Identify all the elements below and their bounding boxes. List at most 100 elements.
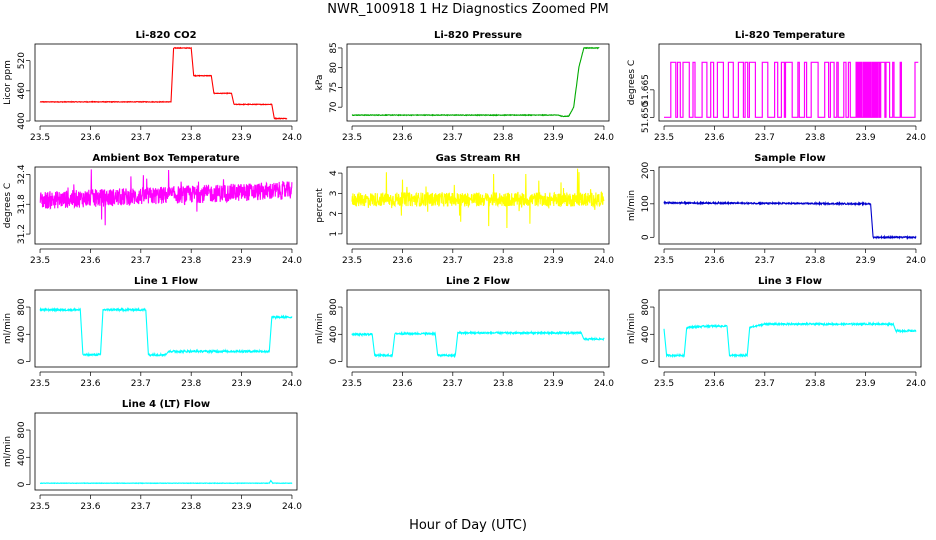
x-tick-label: 24.0 [594,133,614,143]
x-tick-label: 23.9 [856,379,876,389]
plot-frame [346,43,610,122]
series-group [663,200,917,240]
x-tick-label: 23.8 [805,379,825,389]
series-group [39,169,293,226]
y-tick-label: 200 [641,161,651,178]
x-tick-label: 23.6 [704,256,724,266]
chart-title: Li-820 CO2 [135,30,196,41]
x-tick-label: 23.9 [232,502,252,512]
data-series-line [351,168,605,229]
x-tick-label: 23.7 [755,133,775,143]
x-tick-label: 23.9 [232,256,252,266]
x-tick-label: 24.0 [594,256,614,266]
x-tick-label: 23.9 [856,133,876,143]
y-tick-label: 400 [17,112,27,129]
x-tick-label: 23.9 [232,379,252,389]
series-group [39,479,293,485]
chart-panel: Li-820 Pressure 23.5 23.6 23.7 23.8 23.9 24.0 7… [315,30,614,143]
data-series-line [663,200,917,240]
x-tick-label: 23.9 [544,379,564,389]
plot-frame [34,166,298,245]
x-tick-label: 23.9 [544,256,564,266]
chart-panel: Sample Flow 23.5 23.6 23.7 23.8 23.9 24.0 0 100 2… [627,153,926,266]
chart-panel: Line 3 Flow 23.5 23.6 23.7 23.8 23.9 24.0 0 400 8… [627,276,926,389]
data-series-line [351,46,600,118]
x-tick-label: 23.8 [181,133,201,143]
data-series-line [663,321,917,359]
chart-title: Sample Flow [754,153,826,164]
plot-frame [658,43,922,122]
y-tick-label: 800 [329,298,339,315]
x-tick-label: 24.0 [282,502,302,512]
x-tick-label: 23.8 [181,502,201,512]
series-group [663,321,917,359]
x-tick-label: 23.7 [131,502,151,512]
plot-frame [658,166,922,245]
y-tick-label: 0 [641,234,651,240]
x-tick-label: 23.5 [342,379,362,389]
series-group [351,330,605,359]
x-tick-label: 23.7 [443,379,463,389]
x-tick-label: 23.8 [493,256,513,266]
x-tick-label: 23.6 [392,133,412,143]
x-tick-label: 23.7 [131,379,151,389]
x-tick-label: 23.6 [80,133,100,143]
x-tick-label: 23.8 [181,256,201,266]
x-tick-label: 23.6 [392,379,412,389]
data-series-line [664,61,919,118]
y-tick-label: 80 [329,62,339,74]
x-tick-label: 23.8 [805,133,825,143]
y-tick-label: 520 [17,52,27,69]
x-tick-label: 23.5 [342,133,362,143]
data-series-line [39,46,288,120]
x-tick-label: 23.5 [30,502,50,512]
y-tick-label: 800 [17,421,27,438]
y-axis-label: kPa [315,75,325,91]
plot-frame [658,289,922,368]
x-tick-label: 23.5 [30,133,50,143]
x-tick-label: 23.7 [131,133,151,143]
series-group [39,306,293,358]
series-group [351,46,600,118]
chart-title: Li-820 Temperature [735,30,845,41]
y-tick-label: 460 [17,82,27,99]
series-group [664,61,919,118]
y-axis-label: degrees C [3,183,13,228]
y-tick-label: 85 [329,42,339,53]
chart-panel: Line 1 Flow 23.5 23.6 23.7 23.8 23.9 24.0 0 400 8… [3,276,302,389]
y-tick-label: 0 [329,358,339,364]
chart-panel: Gas Stream RH 23.5 23.6 23.7 23.8 23.9 24.0 1 2 3… [315,153,614,266]
x-tick-label: 23.5 [342,256,362,266]
y-tick-label: 400 [17,448,27,465]
x-tick-label: 23.6 [392,256,412,266]
x-tick-label: 23.6 [80,256,100,266]
chart-title: Line 3 Flow [758,276,822,287]
x-tick-label: 24.0 [594,379,614,389]
x-tick-label: 23.8 [181,379,201,389]
y-axis-label: ml/min [315,313,325,344]
y-axis-label: ml/min [3,436,13,467]
chart-title: Gas Stream RH [436,153,521,164]
x-tick-label: 23.5 [30,256,50,266]
y-tick-label: 31.8 [17,194,27,214]
plot-frame [346,166,610,245]
y-tick-label: 400 [641,325,651,342]
chart-panel: Line 4 (LT) Flow 23.5 23.6 23.7 23.8 23.9 24.0… [3,399,302,512]
y-tick-label: 400 [17,325,27,342]
x-tick-label: 23.7 [443,256,463,266]
y-tick-label: 800 [17,298,27,315]
chart-panel: Li-820 CO2 23.5 23.6 23.7 23.8 23.9 24.0 400 460… [3,30,302,143]
plot-frame [346,289,610,368]
y-tick-label: 32.4 [17,164,27,184]
x-tick-label: 23.7 [131,256,151,266]
y-tick-label: 51.650 [641,101,651,133]
series-group [351,168,605,229]
chart-title: Ambient Box Temperature [92,153,239,164]
y-tick-label: 70 [329,101,339,113]
y-tick-label: 1 [329,231,339,237]
chart-panel: Ambient Box Temperature 23.5 23.6 23.7 23.8 2… [3,153,302,266]
x-tick-label: 24.0 [906,379,926,389]
x-tick-label: 23.5 [654,256,674,266]
y-tick-label: 2 [329,211,339,217]
